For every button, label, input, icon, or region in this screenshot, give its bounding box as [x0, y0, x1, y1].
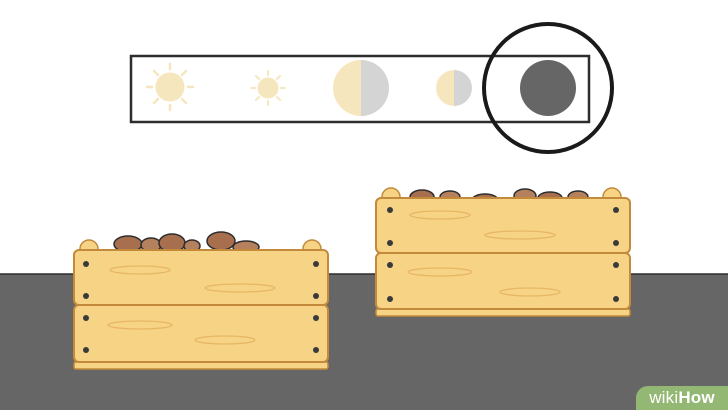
potato-crate-short: [73, 231, 329, 370]
half-light-icon: [333, 60, 389, 116]
highlight-ring: [482, 22, 614, 154]
sun-icon: [250, 70, 286, 106]
potato-crate-tall: [375, 187, 631, 317]
dark-circle-icon: [520, 60, 576, 116]
watermark-part2: How: [678, 388, 715, 407]
bright-sun-icon: [145, 62, 195, 112]
partial-light-icon: [436, 70, 472, 106]
wikihow-watermark: wiki How: [636, 386, 728, 410]
light-scale: [129, 22, 614, 154]
watermark-part1: wiki: [649, 388, 679, 407]
